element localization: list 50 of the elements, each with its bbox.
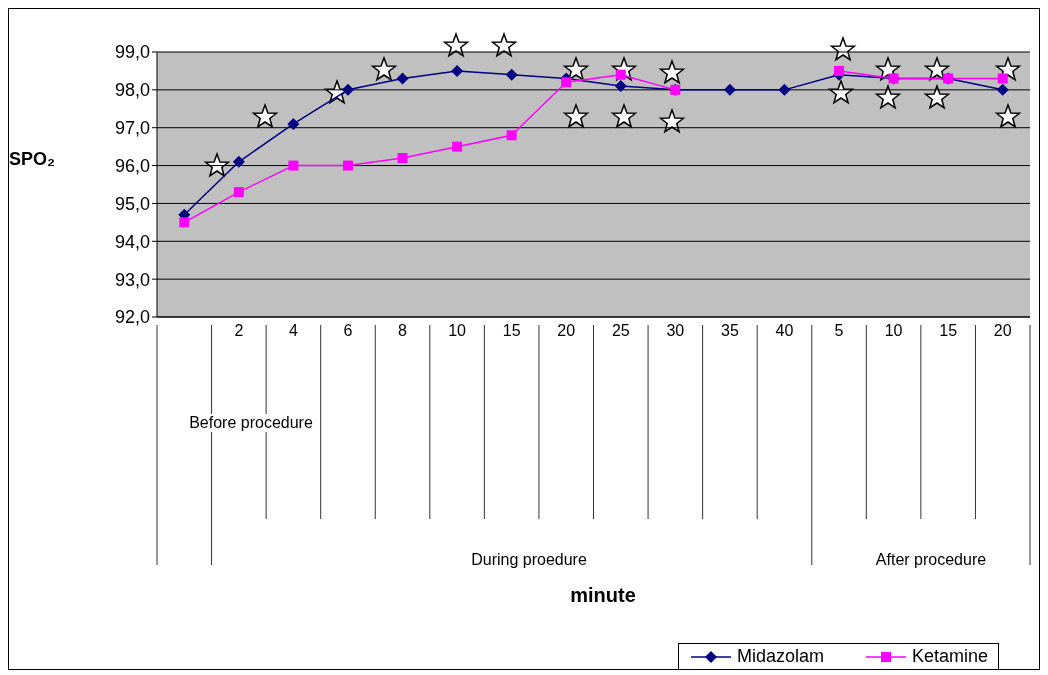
point — [506, 130, 517, 141]
point — [996, 83, 1009, 96]
y-tick-label: 96,0 — [114, 155, 150, 176]
point — [452, 141, 463, 152]
point — [396, 72, 409, 85]
y-tick-label: 97,0 — [114, 118, 150, 139]
point — [341, 83, 354, 96]
point — [287, 117, 300, 130]
point — [179, 217, 190, 228]
point — [614, 80, 627, 93]
x-tick-label: 20 — [993, 322, 1012, 340]
text: Before procedure — [189, 414, 313, 432]
x-tick-label: 10 — [448, 322, 467, 340]
x-tick-label: 15 — [939, 322, 958, 340]
legend-label: Midazolam — [735, 646, 824, 667]
y-tick-label: 93,0 — [114, 269, 150, 290]
y-tick-label: 98,0 — [114, 80, 150, 101]
point — [451, 64, 464, 77]
point — [834, 65, 845, 76]
y-tick-label: 99,0 — [114, 42, 150, 63]
text: After procedure — [875, 551, 987, 569]
point — [233, 187, 244, 198]
x-tick-label: 10 — [884, 322, 903, 340]
point — [397, 153, 408, 163]
text: minute — [570, 584, 636, 607]
point — [723, 83, 736, 96]
point — [288, 160, 299, 171]
x-tick-label: 2 — [234, 322, 244, 340]
point — [997, 73, 1008, 84]
y-tick-label: 95,0 — [114, 193, 150, 214]
y-axis-title: SPO₂ — [9, 149, 56, 170]
x-tick-label: 25 — [611, 322, 630, 340]
x-tick-label: 35 — [721, 322, 739, 340]
text: During proedure — [471, 551, 587, 569]
point — [505, 68, 518, 81]
point — [561, 77, 572, 88]
x-tick-label: 15 — [502, 322, 521, 340]
y-tick-label: 94,0 — [114, 231, 150, 252]
x-tick-label: 40 — [775, 322, 794, 340]
legend-label: Ketamine — [910, 646, 988, 667]
y-tick-label: 92,0 — [114, 307, 150, 328]
point — [232, 155, 245, 168]
x-tick-label: 6 — [343, 322, 353, 340]
x-tick-label: 8 — [398, 322, 408, 340]
x-tick-label: 5 — [834, 322, 844, 340]
point — [342, 160, 353, 171]
point — [778, 83, 791, 96]
x-tick-label: 30 — [666, 322, 685, 340]
x-tick-label: 20 — [557, 322, 576, 340]
x-tick-label: 4 — [288, 322, 298, 340]
